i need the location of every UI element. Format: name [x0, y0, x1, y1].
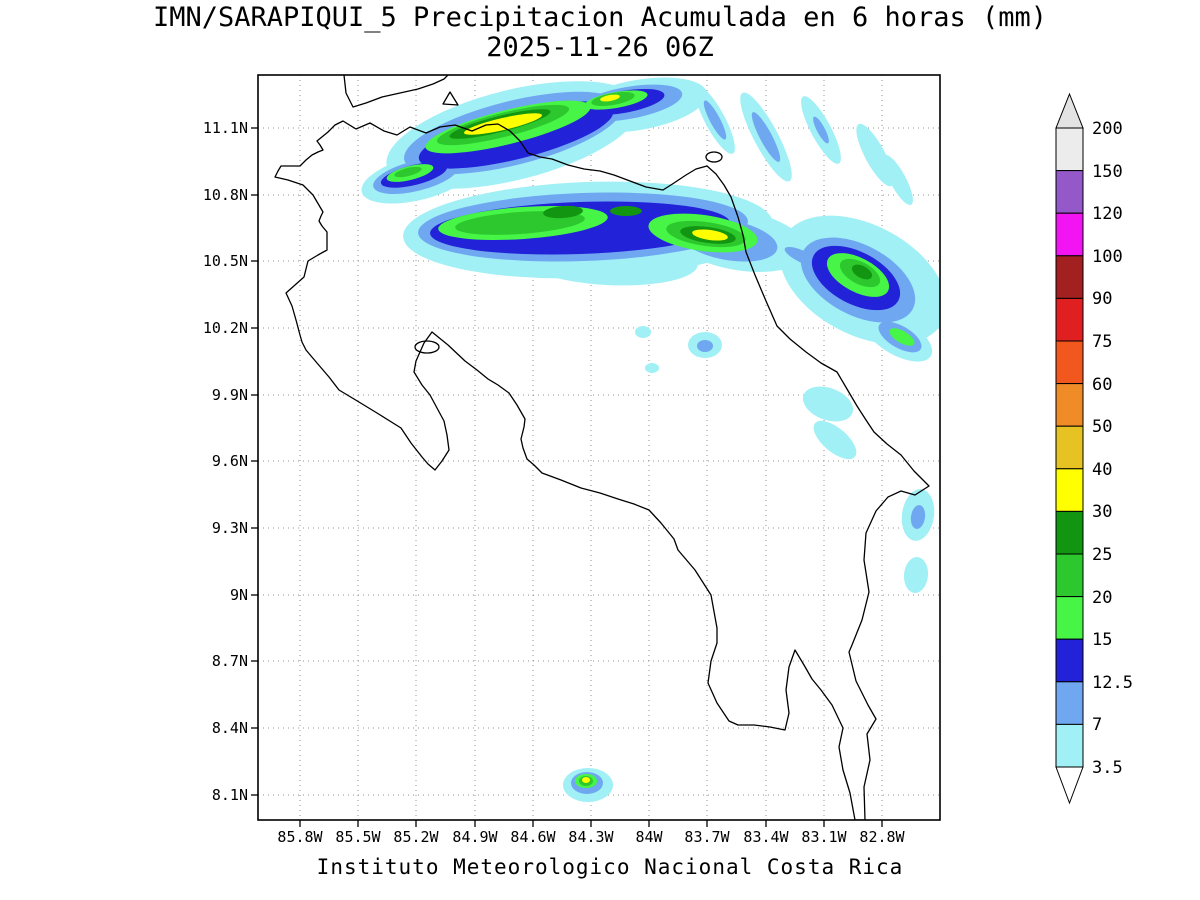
map-subtitle-datetime: 2025-11-26 06Z: [486, 32, 714, 63]
lon-label: 83.4W: [743, 828, 789, 846]
lat-label: 10.5N: [202, 252, 248, 270]
lat-label: 11.1N: [202, 119, 248, 137]
colorbar-label: 200: [1092, 119, 1123, 139]
colorbar-label: 50: [1092, 417, 1112, 437]
colorbar-label: 150: [1092, 162, 1123, 182]
colorbar-legend: 200 150 120 100 90 75 60 50 40 30 25 20 …: [1055, 92, 1133, 805]
lake-islet: [442, 91, 459, 106]
axis-ticks: [251, 127, 883, 827]
colorbar-segment: [1055, 638, 1084, 683]
lon-label: 85.5W: [335, 828, 381, 846]
colorbar-label: 7: [1092, 715, 1102, 735]
colorbar-segment: [1055, 681, 1084, 725]
colorbar-label: 15: [1092, 630, 1112, 650]
lon-label: 85.8W: [277, 828, 323, 846]
lon-label: 84W: [635, 828, 663, 846]
map-plot: [251, 74, 941, 827]
lon-label: 84.6W: [510, 828, 556, 846]
colorbar-arrow-above-max: [1055, 92, 1084, 129]
colorbar-segment: [1055, 255, 1084, 299]
colorbar-label: 20: [1092, 588, 1112, 608]
colorbar-label: 60: [1092, 375, 1112, 395]
colorbar-segment: [1055, 297, 1084, 342]
lon-label: 83.7W: [684, 828, 730, 846]
lat-label: 8.4N: [211, 719, 248, 737]
colorbar-label: 30: [1092, 502, 1112, 522]
delta-island: [705, 151, 723, 163]
lat-label: 9.3N: [211, 519, 248, 537]
lat-label: 10.8N: [202, 186, 248, 204]
lon-label: 84.3W: [568, 828, 614, 846]
precip-level-30mm: [464, 94, 728, 783]
footer-institution: Instituto Meteorologico Nacional Costa R…: [316, 855, 904, 879]
lat-label: 9.9N: [211, 386, 248, 404]
colorbar-label: 90: [1092, 289, 1112, 309]
colorbar-label: 12.5: [1092, 673, 1133, 693]
costa-rica-outline: [274, 120, 930, 820]
lat-label: 9.6N: [211, 452, 248, 470]
coastline-borders: [274, 75, 930, 820]
colorbar-label: 40: [1092, 460, 1112, 480]
colorbar-label: 25: [1092, 545, 1112, 565]
colorbar-segment: [1055, 596, 1084, 640]
colorbar-label: 3.5: [1092, 758, 1123, 778]
map-title: IMN/SARAPIQUI_5 Precipitacion Acumulada …: [152, 2, 1048, 33]
colorbar-segment: [1055, 468, 1084, 512]
colorbar-label: 120: [1092, 204, 1123, 224]
lon-label: 82.8W: [859, 828, 905, 846]
lat-label: 9N: [229, 586, 248, 604]
isla-chira: [414, 340, 440, 354]
colorbar-label: 75: [1092, 332, 1112, 352]
lon-label: 85.2W: [393, 828, 439, 846]
colorbar-segment: [1055, 383, 1084, 427]
colorbar-segment: [1055, 340, 1084, 385]
colorbar-segment: [1055, 553, 1084, 598]
lake-nicaragua-shore: [343, 75, 449, 108]
lat-label: 10.2N: [202, 319, 248, 337]
lon-label: 83.1W: [801, 828, 847, 846]
colorbar-segment: [1055, 723, 1084, 768]
colorbar-label: 100: [1092, 247, 1123, 267]
lat-label: 8.1N: [211, 786, 248, 804]
map-frame: [257, 74, 941, 821]
lon-label: 84.9W: [452, 828, 498, 846]
colorbar-segment: [1055, 425, 1084, 470]
colorbar-segment: [1055, 510, 1084, 555]
colorbar-segment: [1055, 127, 1084, 172]
colorbar-arrow-below-min: [1055, 766, 1084, 805]
lat-label: 8.7N: [211, 652, 248, 670]
colorbar-segment: [1055, 212, 1084, 257]
colorbar-segment: [1055, 170, 1084, 214]
